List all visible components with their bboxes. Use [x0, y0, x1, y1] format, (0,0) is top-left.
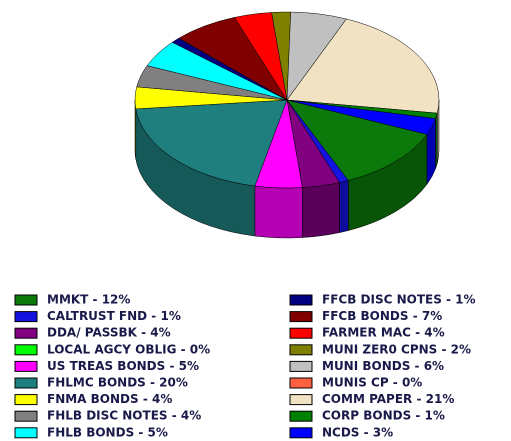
legend-swatch	[289, 377, 313, 389]
slice	[286, 18, 440, 114]
legend-label: CORP BONDS - 1%	[322, 409, 445, 423]
legend-swatch	[14, 394, 38, 406]
legend-label: FFCB BONDS - 7%	[322, 309, 442, 323]
legend: MMKT - 12% CALTRUST FND - 1% DDA/ PASSBK -…	[14, 293, 476, 439]
legend-label: MUNIS CP - 0%	[322, 376, 422, 390]
legend-swatch	[14, 377, 38, 389]
slice	[286, 99, 428, 181]
legend-label: MUNI ZER0 CPNS - 2%	[322, 342, 471, 356]
legend-swatch	[14, 360, 38, 372]
legend-swatch	[14, 427, 38, 439]
legend-label: MMKT - 12%	[47, 293, 130, 307]
legend-label: FFCB DISC NOTES - 1%	[322, 293, 476, 307]
legend-label: FNMA BONDS - 4%	[47, 392, 172, 406]
legend-label: COMM PAPER - 21%	[322, 392, 454, 406]
legend-swatch	[289, 344, 313, 356]
legend-label: US TREAS BONDS - 5%	[47, 359, 199, 373]
slice-side	[435, 113, 438, 169]
slice	[135, 99, 288, 187]
legend-swatch	[289, 427, 313, 439]
slice-side	[254, 185, 303, 239]
legend-label: LOCAL AGCY OBLIG - 0%	[47, 342, 210, 356]
legend-swatch	[14, 410, 38, 422]
slice-side	[302, 182, 340, 238]
legend-label: FHLMC BONDS - 20%	[47, 376, 188, 390]
legend-label: CALTRUST FND - 1%	[47, 309, 181, 323]
legend-label: FHLB DISC NOTES - 4%	[47, 409, 201, 423]
legend-swatch	[289, 394, 313, 406]
legend-swatch	[289, 410, 313, 422]
legend-label: DDA/ PASSBK - 4%	[47, 326, 171, 340]
slice-side	[339, 180, 349, 233]
legend-swatch	[289, 294, 313, 306]
pie	[134, 11, 440, 239]
legend-swatch	[289, 360, 313, 372]
legend-label: FHLB BONDS - 5%	[47, 425, 168, 439]
legend-swatch	[289, 311, 313, 323]
legend-label: NCDS - 3%	[322, 425, 393, 439]
legend-swatch	[289, 327, 313, 339]
legend-swatch	[14, 294, 38, 306]
legend-swatch	[14, 327, 38, 339]
legend-swatch	[14, 344, 38, 356]
slice	[286, 99, 436, 135]
legend-swatch	[14, 311, 38, 323]
legend-label: FARMER MAC - 4%	[322, 326, 445, 340]
legend-label: MUNI BONDS - 6%	[322, 359, 444, 373]
